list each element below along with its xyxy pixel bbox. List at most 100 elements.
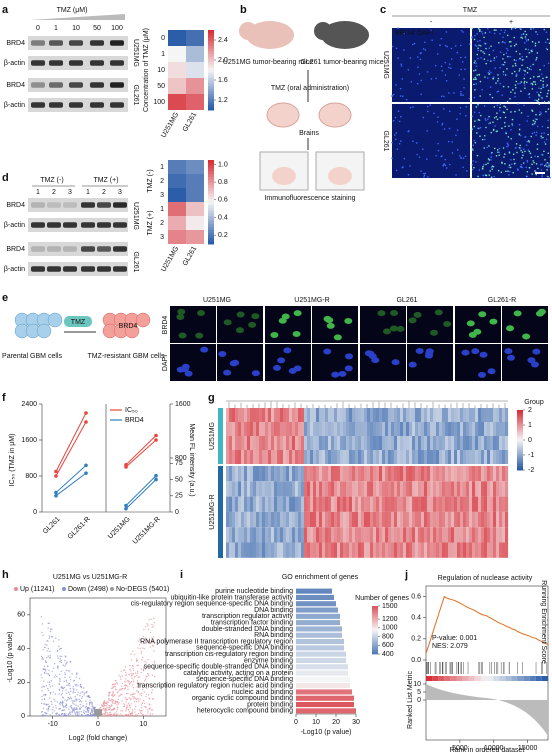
volcano-dot: [89, 702, 91, 704]
volcano-dot: [72, 692, 74, 694]
cell-dot: [478, 44, 480, 47]
colorbar-step: [208, 188, 214, 192]
colorbar-step: [517, 424, 523, 427]
cell-dot: [544, 143, 547, 145]
volcano-dot: [147, 628, 150, 631]
cell-dot: [542, 84, 544, 86]
cell-dot: [543, 164, 546, 167]
heat-cell: [478, 496, 482, 512]
heat-cell: [271, 408, 275, 422]
heat-cell: [451, 527, 455, 543]
heat-cell: [370, 496, 374, 512]
heat-cell: [310, 511, 314, 528]
volcano-dot: [61, 701, 64, 703]
volcano-dot: [49, 630, 52, 633]
cell-dot: [513, 158, 515, 161]
heat-cell: [334, 481, 338, 497]
heat-cell: [361, 422, 365, 436]
cell-dot: [440, 95, 443, 98]
volcano-dot: [62, 687, 64, 690]
heat-cell: [391, 450, 395, 464]
heat-cell: [325, 422, 329, 436]
heat-cell: [343, 527, 347, 543]
heat-cell: [232, 511, 236, 528]
label: DNA binding: [254, 607, 293, 614]
heat-cell: [499, 511, 503, 528]
point: [124, 462, 128, 467]
heat-cell: [379, 408, 383, 422]
rank-strip: [505, 676, 512, 681]
volcano-dot: [118, 714, 120, 716]
volcano-dot: [115, 701, 117, 703]
cell-dot: [537, 167, 539, 170]
heat-cell: [367, 511, 371, 528]
label: 10000: [484, 745, 504, 752]
heat-cell: [307, 527, 311, 543]
cell-dot: [525, 40, 528, 42]
volcano-dot: [139, 698, 142, 700]
volcano-dot: [47, 627, 49, 629]
volcano-dot: [132, 650, 134, 653]
heat-cell: [496, 408, 500, 422]
cell-dot: [520, 81, 523, 83]
cell-dot: [481, 88, 483, 91]
cell-dot: [483, 58, 486, 60]
volcano-dot: [81, 697, 83, 700]
cell-dot: [499, 103, 502, 105]
heat-cell: [226, 496, 230, 512]
colorbar-step: [208, 99, 214, 103]
heat-cell: [412, 466, 416, 482]
cell-dot: [543, 101, 546, 103]
heat-cell: [313, 527, 317, 543]
heat-cell: [229, 511, 233, 528]
rank-strip: [523, 676, 530, 681]
volcano-dot: [68, 708, 70, 710]
heat-cell: [307, 436, 311, 450]
volcano-dot: [94, 710, 97, 712]
cell-dot: [526, 66, 529, 69]
heat-cell: [412, 481, 416, 497]
bar: [296, 620, 340, 626]
cell-dot: [393, 134, 396, 136]
colorbar-step: [372, 606, 378, 608]
colorbar-step: [208, 190, 214, 195]
cell-dot: [431, 39, 433, 42]
rank-strip: [487, 676, 494, 681]
volcano-dot: [112, 692, 114, 694]
colorbar-step: [208, 83, 214, 87]
heat-cell: [385, 450, 389, 464]
volcano-dot: [91, 705, 93, 707]
heat-cell: [247, 408, 251, 422]
rank-strip: [541, 676, 548, 681]
nucleus: [283, 347, 292, 354]
volcano-dot: [41, 690, 43, 692]
label: protein binding: [247, 701, 293, 708]
colorbar-step: [208, 30, 214, 34]
colorbar-step: [208, 185, 214, 189]
heat-cell: [484, 450, 488, 464]
colorbar-step: [372, 652, 378, 655]
cell-dot: [547, 126, 549, 129]
heat-cell: [469, 436, 473, 450]
volcano-dot: [91, 715, 93, 717]
cell-dot: [527, 48, 530, 51]
volcano-dot: [71, 711, 73, 714]
mouse: [321, 21, 369, 49]
volcano-dot: [53, 710, 55, 712]
colorbar-step: [372, 646, 378, 648]
heat-cell: [397, 527, 401, 543]
heat-cell: [388, 511, 392, 528]
label: 0.0: [411, 657, 421, 664]
series-line: [125, 435, 157, 466]
cell-dot: [532, 76, 535, 78]
colorbar-step: [208, 51, 214, 55]
colorbar-step: [208, 199, 214, 203]
heat-cell: [301, 527, 305, 543]
volcano-dot: [59, 708, 61, 710]
heat-cell: [343, 542, 347, 558]
volcano-dot: [76, 689, 78, 691]
volcano-dot: [116, 706, 119, 708]
volcano-dot: [137, 640, 140, 642]
point: [54, 494, 58, 498]
volcano-dot: [133, 696, 135, 698]
